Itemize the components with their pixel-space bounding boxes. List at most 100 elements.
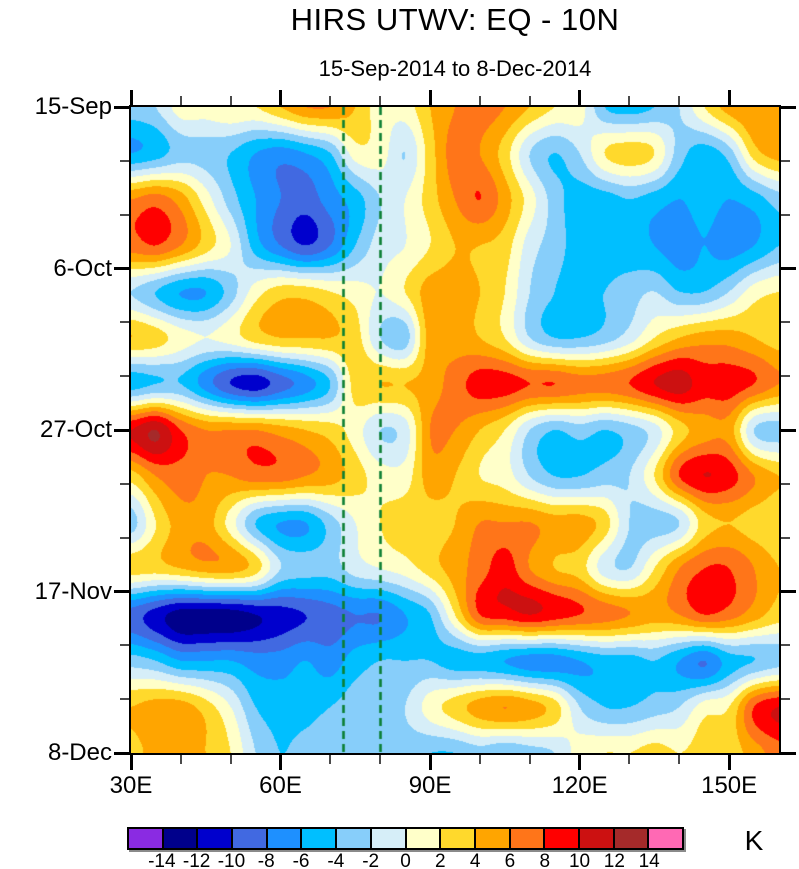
colorbar-tick-label: -8 <box>257 851 275 869</box>
y-minor-tick-right <box>781 375 790 378</box>
y-minor-tick <box>120 375 129 378</box>
colorbar-segment <box>198 829 234 848</box>
y-minor-tick-right <box>781 644 790 647</box>
y-minor-tick-right <box>781 213 790 216</box>
x-major-tick-top <box>279 90 283 105</box>
y-major-tick-right <box>781 590 796 593</box>
y-axis-tick-label: 15-Sep <box>34 93 112 120</box>
y-axis-tick-label: 8-Dec <box>47 739 112 766</box>
x-axis-tick-label: 30E <box>109 772 153 799</box>
plot-frame <box>129 105 781 755</box>
x-minor-tick <box>329 755 332 764</box>
colorbar-tick-label: 10 <box>568 851 591 869</box>
y-minor-tick-right <box>781 482 790 485</box>
colorbar-segment <box>302 829 338 848</box>
x-minor-tick <box>478 755 481 764</box>
x-minor-tick <box>678 755 681 764</box>
colorbar-tick-label: -4 <box>327 851 345 869</box>
x-minor-tick <box>229 755 232 764</box>
colorbar-segment <box>579 829 615 848</box>
colorbar-segment <box>337 829 372 848</box>
y-minor-tick <box>120 213 129 216</box>
colorbar-tick-label: -12 <box>182 851 211 869</box>
colorbar-tick-label: 2 <box>435 851 446 869</box>
x-major-tick <box>727 755 731 770</box>
y-minor-tick <box>120 644 129 647</box>
x-major-tick-top <box>129 90 133 105</box>
y-major-tick <box>114 751 129 755</box>
x-minor-tick-top <box>229 96 232 105</box>
colorbar-segment <box>441 829 476 848</box>
colorbar-tick-label: 8 <box>539 851 551 869</box>
y-minor-tick <box>120 482 129 485</box>
unit-label: K <box>744 825 764 856</box>
colorbar <box>127 827 684 850</box>
colorbar-tick-label: 0 <box>400 851 411 869</box>
x-axis-tick-label: 60E <box>259 772 302 799</box>
y-major-tick-right <box>781 105 796 109</box>
x-major-tick <box>428 755 432 770</box>
colorbar-tick-label: 6 <box>504 851 516 869</box>
y-major-tick-right <box>781 428 796 432</box>
y-major-tick <box>114 428 129 432</box>
y-major-tick-right <box>781 267 796 270</box>
x-minor-tick <box>179 755 182 764</box>
heatmap-canvas <box>131 107 779 753</box>
x-minor-tick-top <box>478 96 481 105</box>
colorbar-tick-label: -2 <box>362 851 380 869</box>
x-major-tick <box>129 755 133 770</box>
colorbar-segment <box>649 829 682 848</box>
x-minor-tick-top <box>329 96 332 105</box>
colorbar-tick-label: -14 <box>148 851 176 869</box>
colorbar-segment <box>233 829 268 848</box>
x-minor-tick <box>628 755 631 764</box>
y-minor-tick <box>120 159 129 162</box>
chart-subtitle: 15-Sep-2014 to 8-Dec-2014 <box>318 56 592 81</box>
y-minor-tick-right <box>781 321 790 324</box>
colorbar-segment <box>475 829 511 848</box>
y-major-tick <box>114 105 129 109</box>
y-minor-tick <box>120 536 129 539</box>
x-major-tick <box>578 755 582 770</box>
x-axis-tick-label: 150E <box>701 772 758 799</box>
x-major-tick <box>279 755 283 770</box>
x-minor-tick-top <box>628 96 631 105</box>
x-minor-tick <box>379 755 382 764</box>
x-minor-tick-top <box>379 96 382 105</box>
x-major-tick-top <box>727 90 731 105</box>
x-minor-tick <box>528 755 531 764</box>
colorbar-segment <box>129 829 164 848</box>
colorbar-tick-label: 4 <box>469 851 481 869</box>
y-minor-tick <box>120 321 129 324</box>
y-axis-tick-label: 17-Nov <box>34 577 112 605</box>
x-minor-tick-top <box>678 96 681 105</box>
y-axis-tick-label: 27-Oct <box>39 416 112 443</box>
colorbar-segment <box>163 829 199 848</box>
y-major-tick-right <box>781 751 796 755</box>
colorbar-segment <box>406 829 442 848</box>
x-minor-tick-top <box>528 96 531 105</box>
x-minor-tick-top <box>179 96 182 105</box>
colorbar-tick-label: 12 <box>603 851 625 869</box>
x-major-tick-top <box>428 90 432 105</box>
y-minor-tick-right <box>781 536 790 539</box>
y-minor-tick-right <box>781 698 790 701</box>
y-major-tick <box>114 590 129 593</box>
colorbar-segment <box>510 829 546 848</box>
colorbar-segment <box>614 829 650 848</box>
x-axis-tick-label: 120E <box>551 772 608 799</box>
colorbar-tick-label: -6 <box>292 851 310 869</box>
y-minor-tick <box>120 698 129 701</box>
y-axis-tick-label: 6-Oct <box>53 254 112 282</box>
colorbar-tick-label: -10 <box>217 851 246 869</box>
x-axis-tick-label: 90E <box>408 772 452 799</box>
colorbar-tick-label: 14 <box>638 851 660 869</box>
x-major-tick-top <box>578 90 582 105</box>
y-minor-tick-right <box>781 159 790 162</box>
colorbar-segment <box>267 829 303 848</box>
colorbar-segment <box>371 829 407 848</box>
y-major-tick <box>114 267 129 270</box>
page-title: HIRS UTWV: EQ - 10N <box>290 2 620 37</box>
colorbar-segment <box>545 829 580 848</box>
